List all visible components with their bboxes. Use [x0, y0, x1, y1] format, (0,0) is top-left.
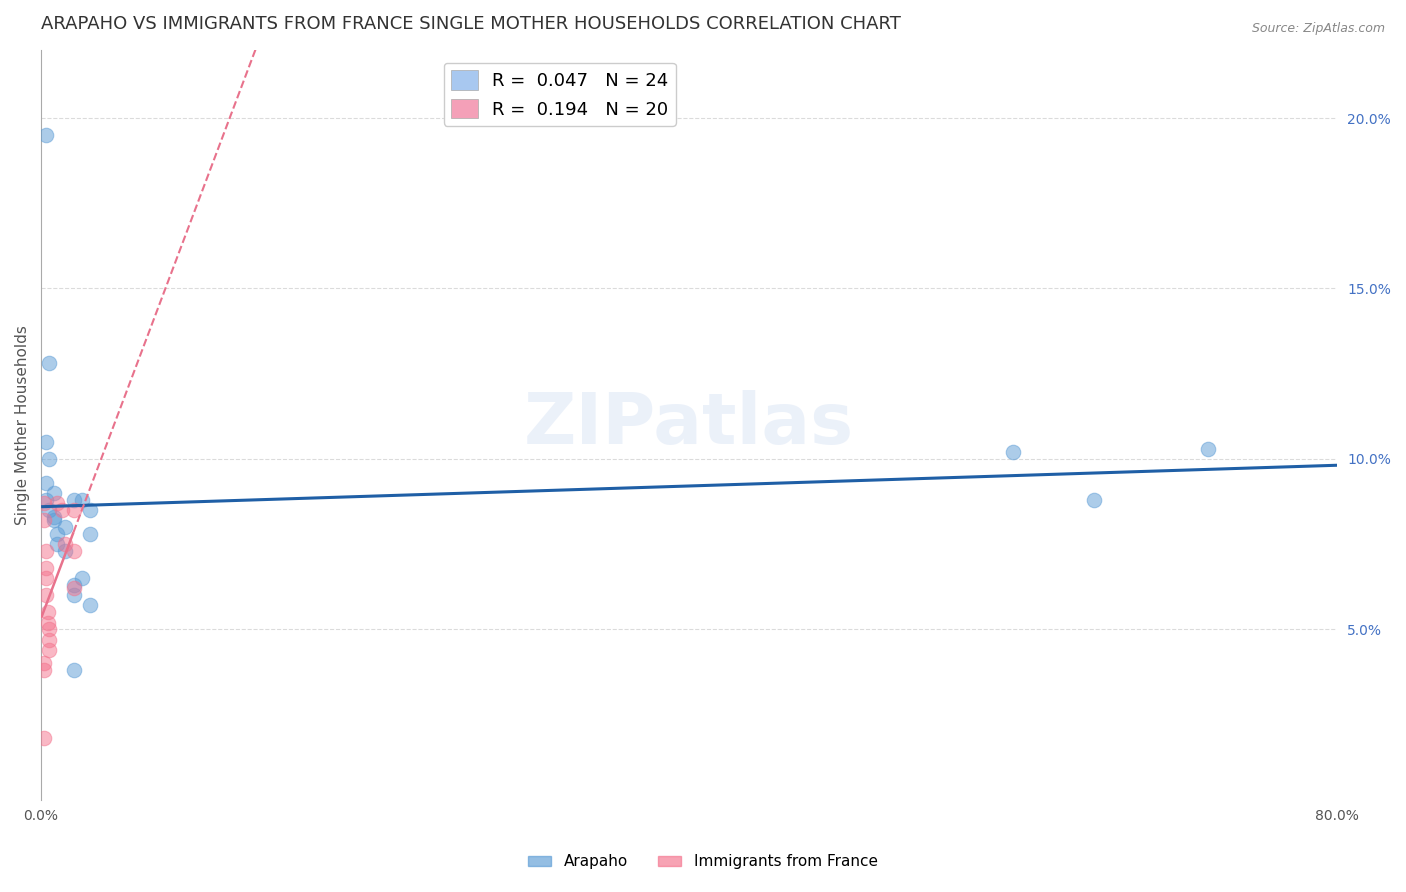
Point [34, 731, 56, 746]
Point [62, 582, 84, 596]
Point [55, 537, 77, 551]
Point [34, 513, 56, 527]
Text: ARAPAHO VS IMMIGRANTS FROM FRANCE SINGLE MOTHER HOUSEHOLDS CORRELATION CHART: ARAPAHO VS IMMIGRANTS FROM FRANCE SINGLE… [41, 15, 901, 33]
Point [62, 544, 84, 558]
Point [42, 513, 65, 527]
Point [70, 492, 93, 507]
Point [35, 561, 58, 575]
Text: Source: ZipAtlas.com: Source: ZipAtlas.com [1251, 22, 1385, 36]
Point [1083, 492, 1105, 507]
Point [34, 657, 56, 671]
Text: ZIPatlas: ZIPatlas [524, 391, 855, 459]
Point [79, 599, 101, 613]
Point [35, 128, 58, 142]
Point [38, 451, 60, 466]
Point [62, 492, 84, 507]
Point [35, 475, 58, 490]
Point [38, 632, 60, 647]
Point [34, 663, 56, 677]
Point [51, 503, 73, 517]
Point [35, 571, 58, 585]
Point [70, 571, 93, 585]
Point [46, 537, 69, 551]
Point [35, 588, 58, 602]
Point [38, 356, 60, 370]
Point [35, 492, 58, 507]
Point [35, 544, 58, 558]
Point [42, 486, 65, 500]
Point [1197, 442, 1219, 456]
Point [37, 605, 59, 619]
Point [62, 588, 84, 602]
Point [38, 503, 60, 517]
Point [37, 615, 59, 630]
Point [38, 642, 60, 657]
Point [55, 544, 77, 558]
Point [62, 503, 84, 517]
Point [55, 520, 77, 534]
Legend: Arapaho, Immigrants from France: Arapaho, Immigrants from France [523, 848, 883, 875]
Point [46, 496, 69, 510]
Point [38, 623, 60, 637]
Point [42, 509, 65, 524]
Point [1002, 445, 1025, 459]
Y-axis label: Single Mother Households: Single Mother Households [15, 325, 30, 524]
Point [62, 578, 84, 592]
Legend: R =  0.047   N = 24, R =  0.194   N = 20: R = 0.047 N = 24, R = 0.194 N = 20 [443, 62, 676, 126]
Point [79, 527, 101, 541]
Point [34, 496, 56, 510]
Point [46, 527, 69, 541]
Point [62, 663, 84, 677]
Point [79, 503, 101, 517]
Point [35, 434, 58, 449]
